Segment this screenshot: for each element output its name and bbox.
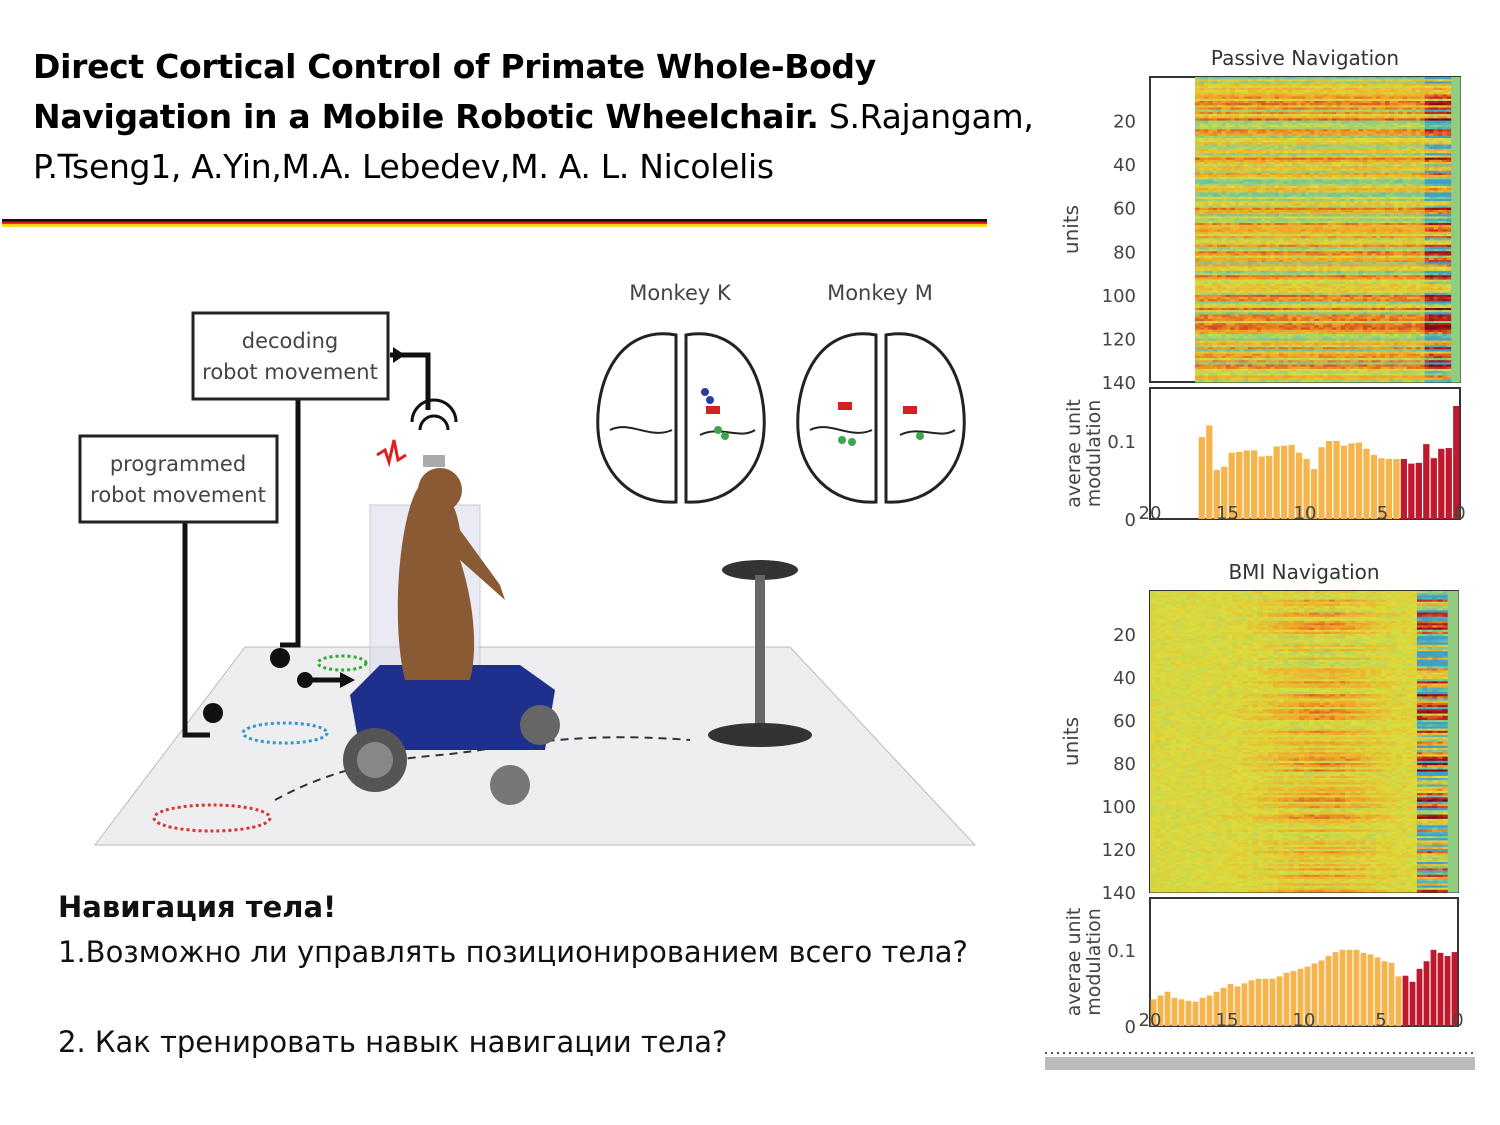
title-divider	[2, 219, 987, 227]
monkey-k-label: Monkey K	[629, 281, 732, 305]
slide-title: Direct Cortical Control of Primate Whole…	[33, 42, 1043, 192]
title-bold: Direct Cortical Control of Primate Whole…	[33, 47, 876, 136]
heatmap-title: Passive Navigation	[1211, 46, 1399, 70]
programmed-label: programmed	[110, 452, 246, 476]
monkey-m-label: Monkey M	[827, 281, 933, 305]
decoding-label: decoding	[242, 329, 338, 353]
decoding-box	[193, 313, 388, 399]
question-1: 1.Возможно ли управлять позиционирование…	[58, 930, 968, 975]
programmed-label-2: robot movement	[90, 483, 266, 507]
question-2: 2. Как тренировать навык навигации тела?	[58, 1020, 968, 1065]
brain-m-right	[886, 334, 964, 502]
target-stool	[708, 723, 812, 747]
brain-k-right	[686, 334, 764, 502]
slide-body: Навигация тела! 1.Возможно ли управлять …	[58, 885, 968, 1065]
body-heading: Навигация тела!	[58, 885, 968, 930]
programmed-box	[80, 436, 277, 522]
decoding-label-2: robot movement	[202, 360, 378, 384]
brain-k-left	[598, 334, 676, 502]
wheelchair-illustration: decoding robot movement programmed robot…	[0, 240, 1000, 870]
neural-charts: Passive Navigation20406080100120140units…	[1040, 30, 1490, 1090]
brain-m-left	[798, 334, 876, 502]
